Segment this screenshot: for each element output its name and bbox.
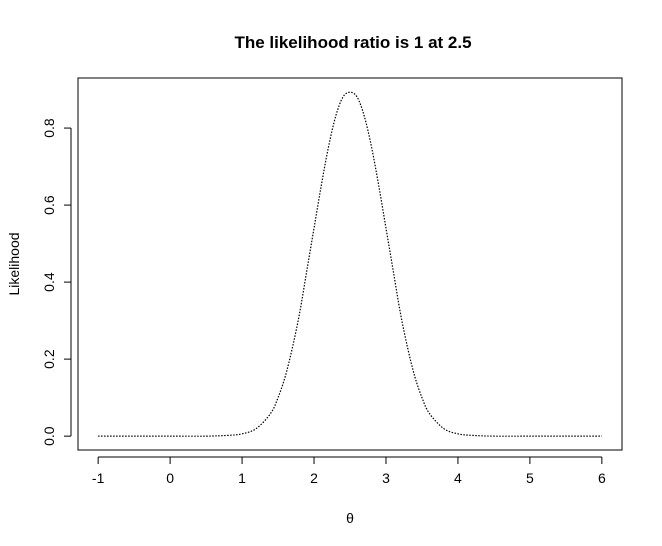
x-tick-label: 3 xyxy=(382,470,390,486)
x-tick-label: -1 xyxy=(92,470,105,486)
x-tick-label: 6 xyxy=(598,470,606,486)
plot-frame xyxy=(77,77,623,451)
y-axis: 0.0 0.2 0.4 0.6 0.8 xyxy=(41,118,72,446)
x-tick-label: 4 xyxy=(454,470,462,486)
x-tick-label: 2 xyxy=(310,470,318,486)
x-tick-label: 0 xyxy=(166,470,174,486)
x-axis: -1 0 1 2 3 4 5 6 xyxy=(92,456,606,486)
x-axis-label: θ xyxy=(346,510,354,526)
y-tick-label: 0.8 xyxy=(41,118,57,138)
likelihood-curve xyxy=(98,91,602,437)
chart-title: The likelihood ratio is 1 at 2.5 xyxy=(234,33,471,52)
x-tick-label: 5 xyxy=(526,470,534,486)
y-tick-label: 0.2 xyxy=(41,349,57,369)
y-tick-label: 0.0 xyxy=(41,426,57,446)
x-tick-label: 1 xyxy=(238,470,246,486)
y-tick-label: 0.6 xyxy=(41,195,57,215)
y-axis-label: Likelihood xyxy=(6,232,22,295)
y-tick-label: 0.4 xyxy=(41,272,57,292)
